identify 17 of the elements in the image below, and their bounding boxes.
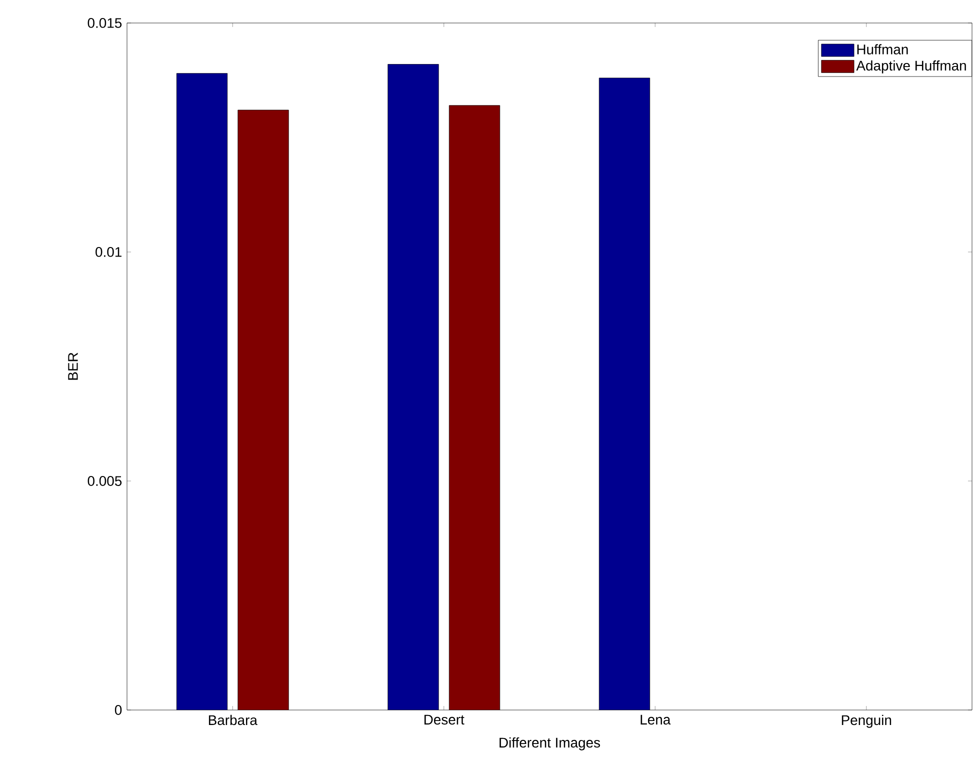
y-tick-label: 0.005 (88, 476, 122, 486)
x-axis-title: Different Images (500, 737, 600, 750)
y-tick-label: 0.015 (88, 18, 122, 28)
bar (238, 110, 289, 710)
y-axis-title: BER (68, 352, 78, 380)
bar (448, 105, 500, 710)
y-tick-label: 0 (114, 705, 122, 715)
bar (388, 64, 439, 710)
x-tick-label: Lena (640, 714, 671, 725)
legend-label: Adaptive Huffman (856, 60, 966, 74)
bar (176, 73, 228, 710)
x-tick-label: Barbara (208, 714, 258, 726)
x-tick-label: Penguin (842, 714, 892, 728)
y-tick-label: 0.01 (96, 247, 122, 257)
bar (598, 78, 650, 710)
legend-label: Huffman (857, 44, 908, 54)
x-tick-label: Desert (424, 714, 464, 725)
